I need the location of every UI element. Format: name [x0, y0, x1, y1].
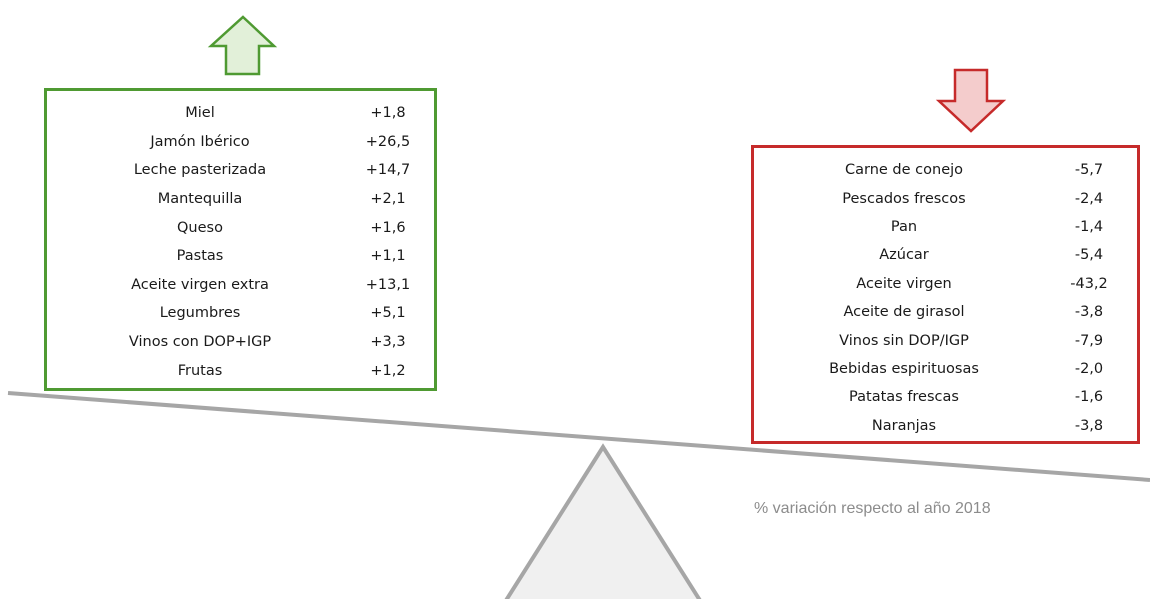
item-name: Aceite virgen extra: [131, 276, 269, 293]
item-value: -43,2: [1070, 275, 1108, 292]
item-name: Naranjas: [871, 417, 937, 434]
item-name: Pan: [890, 218, 918, 235]
list-item: Leche pasterizada +14,7: [47, 156, 434, 185]
list-item: Carne de conejo -5,7: [754, 156, 1137, 184]
list-item: Vinos sin DOP/IGP -7,9: [754, 326, 1137, 354]
item-value: +14,7: [365, 162, 411, 179]
item-name: Jamón Ibérico: [150, 133, 250, 150]
item-name: Carne de conejo: [844, 162, 964, 179]
decreases-panel: Carne de conejo -5,7 Pescados frescos -2,4 P…: [751, 145, 1140, 444]
item-value: -2,4: [1074, 190, 1104, 207]
increases-list: Miel +1,8 Jamón Ibérico +26,5 Leche pasteriz…: [47, 99, 434, 385]
item-value: -3,8: [1074, 304, 1104, 321]
list-item: Frutas +1,2: [47, 356, 434, 385]
list-item: Pescados frescos -2,4: [754, 184, 1137, 212]
arrow-up-icon: [207, 15, 278, 76]
item-name: Vinos sin DOP/IGP: [839, 332, 969, 349]
item-name: Aceite virgen: [856, 275, 952, 292]
item-value: +1,8: [370, 105, 406, 122]
list-item: Mantequilla +2,1: [47, 185, 434, 214]
caption: % variación respecto al año 2018: [754, 500, 991, 517]
item-name: Patatas frescas: [849, 389, 959, 406]
item-value: +26,5: [365, 133, 411, 150]
list-item: Queso +1,6: [47, 213, 434, 242]
list-item: Vinos con DOP+IGP +3,3: [47, 328, 434, 357]
item-name: Frutas: [177, 362, 223, 379]
item-name: Miel: [185, 105, 215, 122]
arrow-down-icon: [935, 68, 1007, 133]
list-item: Pastas +1,1: [47, 242, 434, 271]
item-name: Leche pasterizada: [133, 162, 267, 179]
item-name: Pescados frescos: [842, 190, 966, 207]
item-value: -1,4: [1074, 218, 1104, 235]
item-name: Mantequilla: [157, 191, 243, 208]
item-name: Bebidas espirituosas: [829, 360, 979, 377]
item-name: Aceite de girasol: [843, 304, 965, 321]
item-value: -5,4: [1074, 247, 1104, 264]
balance-beam: [7, 391, 1150, 482]
list-item: Aceite de girasol -3,8: [754, 298, 1137, 326]
item-value: +5,1: [370, 305, 406, 322]
item-value: +2,1: [370, 191, 406, 208]
item-value: +1,1: [370, 248, 406, 265]
list-item: Pan -1,4: [754, 213, 1137, 241]
list-item: Patatas frescas -1,6: [754, 383, 1137, 411]
list-item: Miel +1,8: [47, 99, 434, 128]
list-item: Naranjas -3,8: [754, 412, 1137, 440]
item-value: -3,8: [1074, 417, 1104, 434]
list-item: Bebidas espirituosas -2,0: [754, 355, 1137, 383]
item-value: -2,0: [1074, 360, 1104, 377]
item-value: +3,3: [370, 334, 406, 351]
list-item: Azúcar -5,4: [754, 241, 1137, 269]
fulcrum-triangle: [504, 443, 702, 599]
decreases-list: Carne de conejo -5,7 Pescados frescos -2,4 P…: [754, 156, 1137, 440]
list-item: Aceite virgen -43,2: [754, 270, 1137, 298]
item-value: +13,1: [365, 276, 411, 293]
item-value: +1,6: [370, 219, 406, 236]
item-name: Pastas: [176, 248, 224, 265]
item-name: Vinos con DOP+IGP: [128, 334, 272, 351]
item-value: +1,2: [370, 362, 406, 379]
item-value: -5,7: [1074, 162, 1104, 179]
list-item: Legumbres +5,1: [47, 299, 434, 328]
item-name: Queso: [177, 219, 223, 236]
item-value: -7,9: [1074, 332, 1104, 349]
list-item: Aceite virgen extra +13,1: [47, 271, 434, 300]
item-name: Azúcar: [879, 247, 929, 264]
increases-panel: Miel +1,8 Jamón Ibérico +26,5 Leche pasteriz…: [44, 88, 437, 391]
item-value: -1,6: [1074, 389, 1104, 406]
list-item: Jamón Ibérico +26,5: [47, 128, 434, 157]
item-name: Legumbres: [159, 305, 241, 322]
